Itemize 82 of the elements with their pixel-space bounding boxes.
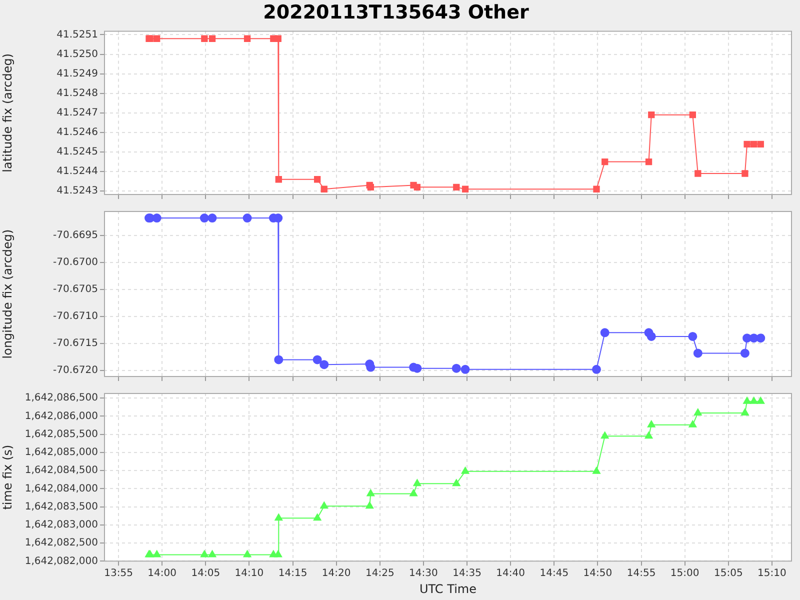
point [314,176,321,183]
x-tick-label: 14:15 [278,568,308,580]
point [200,214,209,223]
y-tick-label: 41.5250 [56,48,98,60]
point [744,140,750,148]
y-tick-label: 1,642,083,500 [24,501,98,512]
point [592,364,601,374]
y-tick-label: 1,642,082,500 [24,538,98,549]
y-tick-label: 1,642,085,000 [24,447,98,458]
x-tick-label: 14:10 [234,568,264,580]
y-tick-label: 1,642,085,500 [24,428,98,440]
y-tick-label: 1,642,084,500 [24,465,98,476]
x-tick-label: 14:45 [540,568,569,580]
point [593,186,600,192]
point [320,360,329,370]
y-tick-label: -70.6710 [53,311,98,322]
point [244,35,251,42]
y-tick-label: -70.6695 [53,230,98,241]
y-tick-label: 41.5245 [56,146,98,158]
point [453,184,460,191]
point [740,348,750,358]
x-tick-label: 15:05 [714,568,743,580]
point [452,364,461,373]
y-tick-label: 41.5247 [56,107,98,118]
x-tick-label: 14:00 [148,568,176,580]
y-axis-title: time fix (s) [0,444,14,510]
point [694,170,702,177]
point [320,186,328,192]
point [756,334,766,343]
y-tick-label: -70.6720 [53,365,98,376]
x-tick-label: 14:05 [191,568,220,580]
point [274,355,284,364]
y-tick-label: 41.5244 [56,166,98,178]
y-tick-label: -70.6700 [53,256,98,268]
point [208,35,216,42]
y-tick-label: -70.6715 [53,338,98,350]
x-tick-label: 15:10 [758,568,786,580]
point [602,158,608,166]
point [414,184,421,191]
point [600,328,610,338]
x-tick-label: 13:55 [104,568,133,580]
point [460,364,470,374]
chart-title: 20220113T135643 Other [263,1,530,24]
y-tick-label: 41.5248 [56,88,98,99]
x-tick-label: 14:55 [626,568,656,580]
point [462,186,469,192]
point [312,355,322,364]
point [750,140,758,148]
y-axis-title: longitude fix (arcdeg) [0,229,14,359]
point [201,35,208,42]
point [242,214,252,223]
y-tick-label: 41.5243 [56,186,98,197]
point [645,158,652,166]
point [648,112,655,118]
y-tick-label: 1,642,086,500 [24,392,98,404]
y-tick-label: 41.5246 [56,127,98,138]
x-tick-label: 14:25 [365,568,394,580]
x-tick-label: 14:50 [583,568,612,580]
y-tick-label: 1,642,083,000 [24,520,98,531]
y-tick-label: 41.5249 [56,68,98,80]
y-tick-label: 1,642,086,000 [24,410,98,422]
point [275,176,282,183]
x-tick-label: 15:00 [670,568,700,580]
point [154,35,160,42]
point [646,332,656,341]
point [757,140,764,148]
y-axis-title: latitude fix (arcdeg) [0,53,14,172]
x-tick-label: 14:30 [409,568,438,580]
point [208,214,217,223]
point [742,170,748,177]
y-tick-label: 1,642,084,000 [24,483,98,494]
x-tick-label: 14:40 [496,568,525,580]
point [274,35,282,42]
point [688,332,698,341]
y-tick-label: 1,642,082,000 [24,556,98,567]
x-tick-label: 14:20 [322,568,351,580]
y-tick-label: 41.5251 [56,29,98,40]
y-tick-label: -70.6705 [53,284,98,295]
point [693,348,702,358]
x-tick-label: 14:35 [452,568,482,580]
point [689,112,696,118]
x-axis-title: UTC Time [420,582,476,596]
